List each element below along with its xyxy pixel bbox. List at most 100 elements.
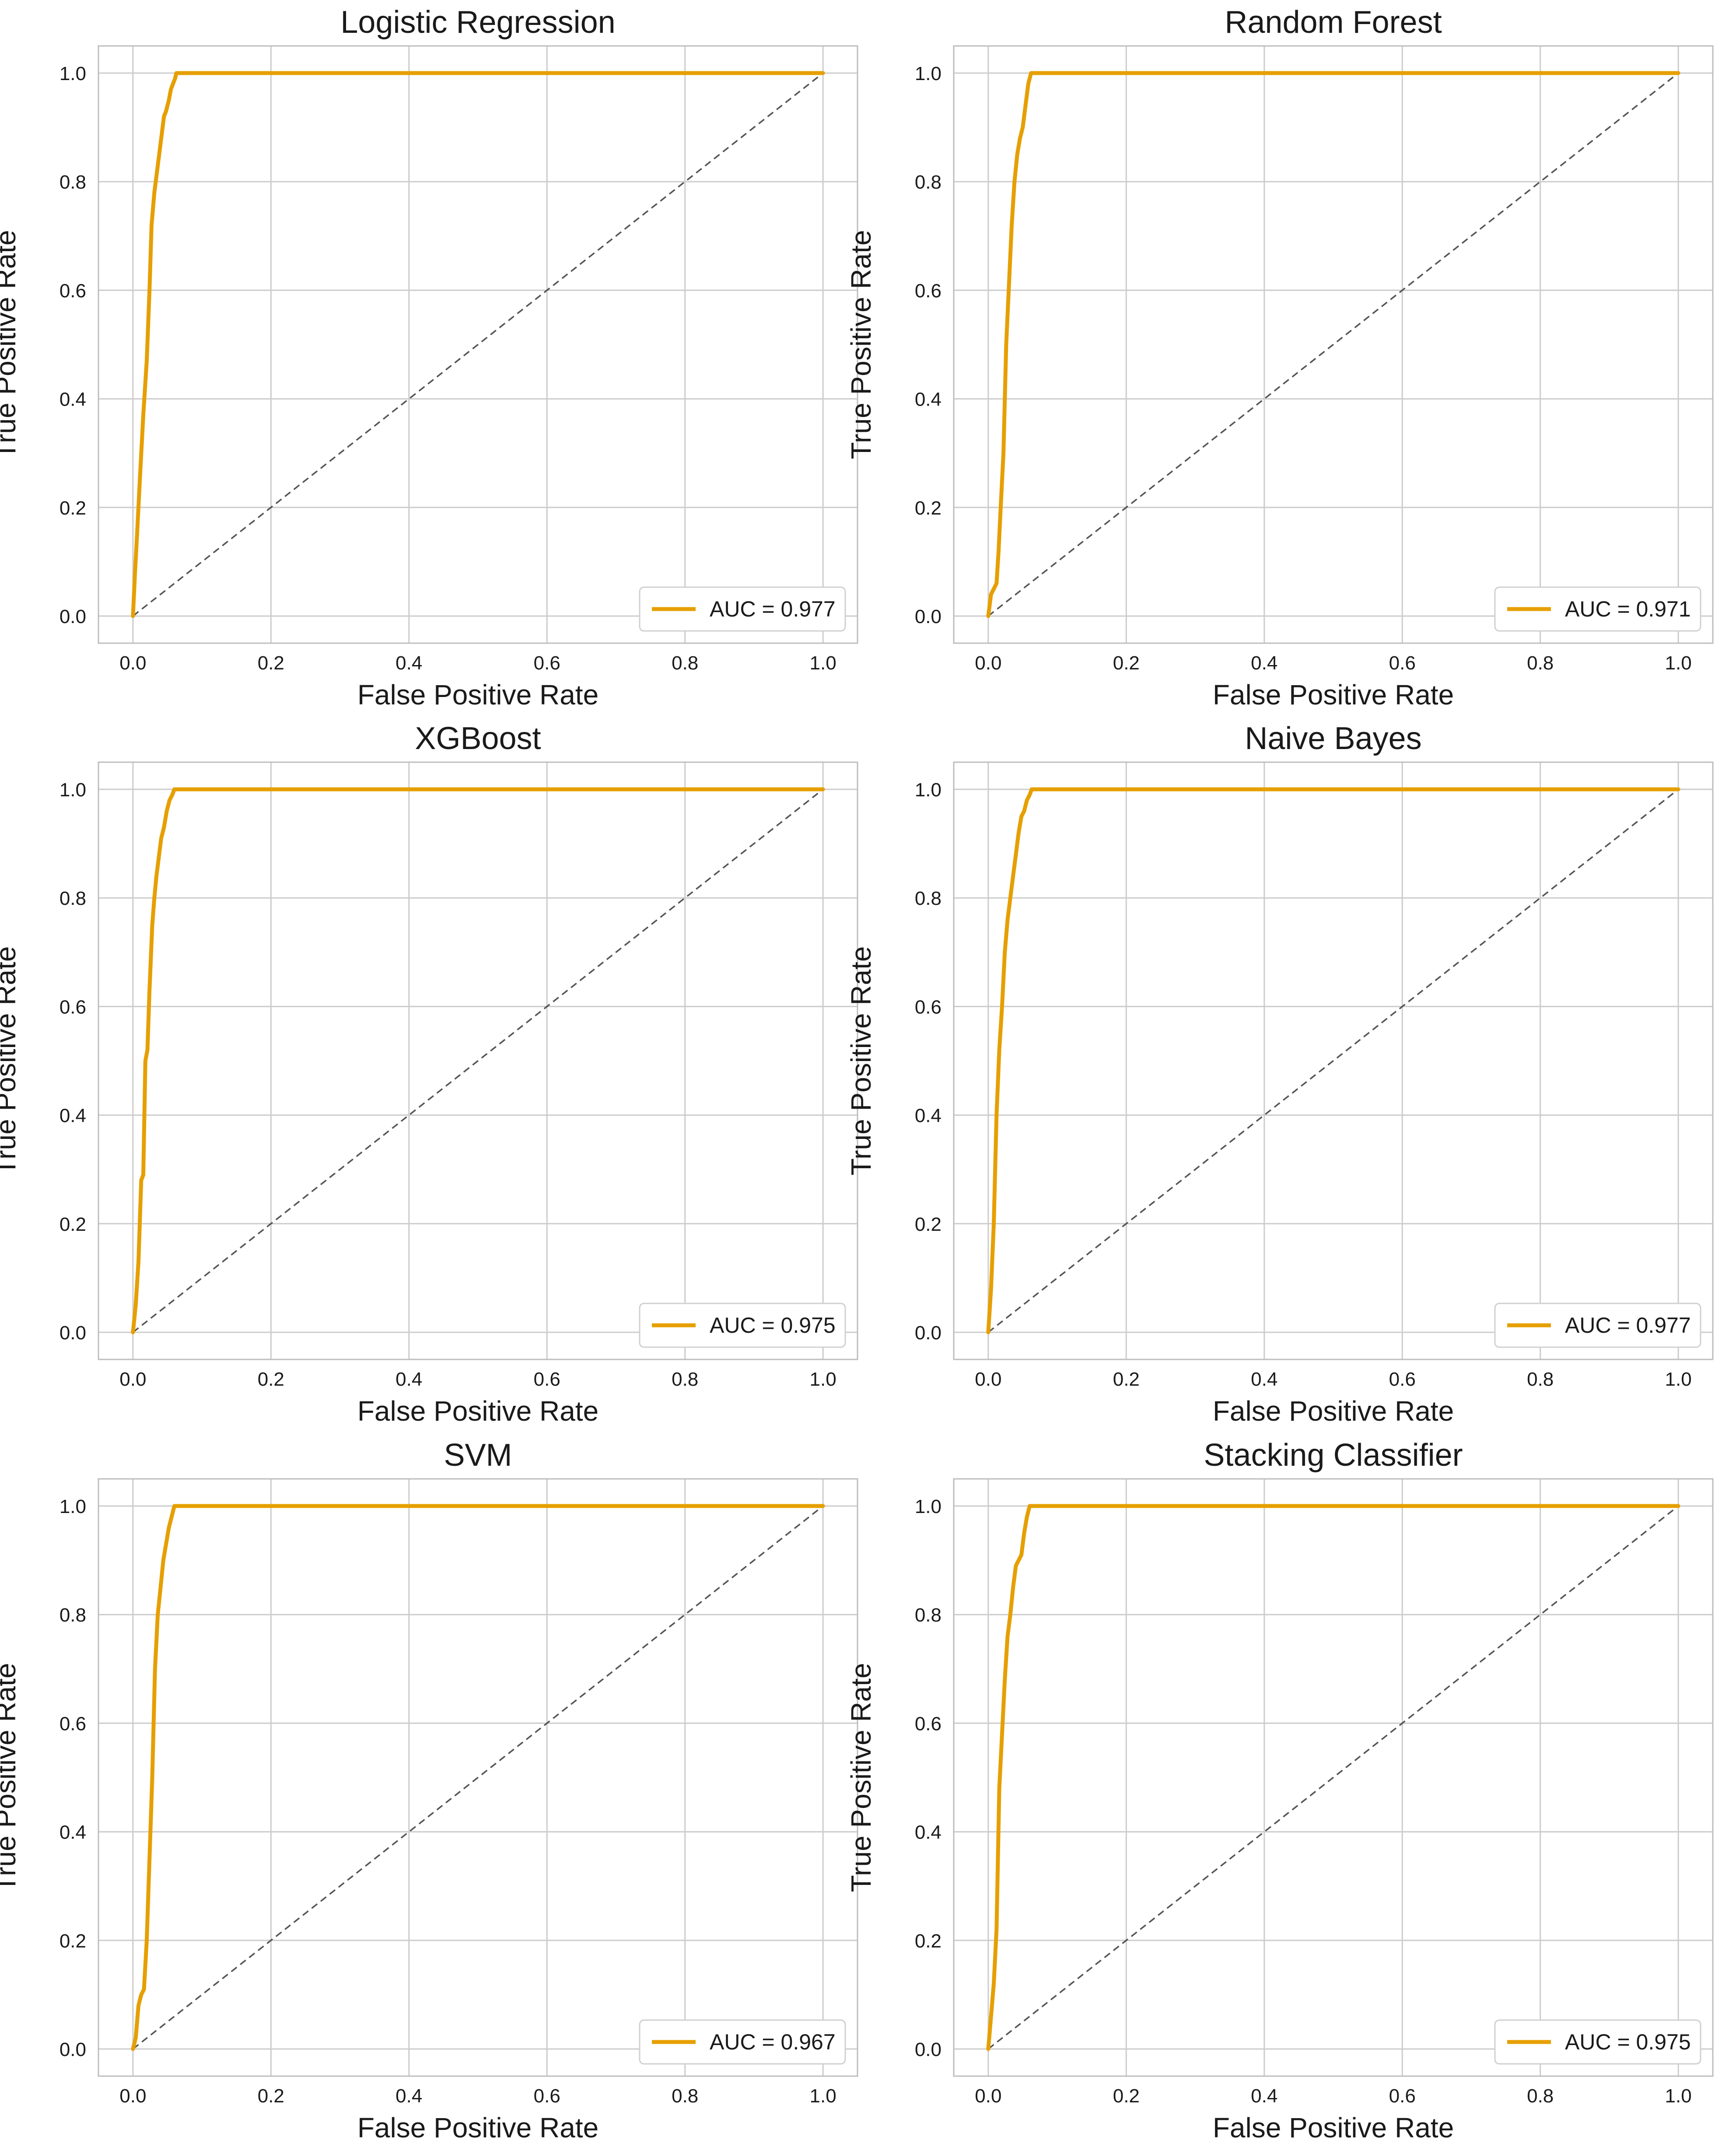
roc-curve-line (131, 71, 825, 618)
y-tick-label: 0.4 (915, 389, 942, 410)
x-tick-label: 1.0 (810, 2085, 836, 2107)
legend-label: AUC = 0.975 (710, 1313, 836, 1338)
x-tick-label: 1.0 (1665, 652, 1692, 674)
y-tick-label: 1.0 (915, 1496, 942, 1517)
x-tick-label: 0.4 (396, 1369, 422, 1390)
plot-frame (953, 1478, 1714, 2077)
legend: AUC = 0.975 (1494, 2019, 1701, 2065)
x-tick-label: 1.0 (1665, 2085, 1692, 2107)
plot-frame (98, 1478, 858, 2077)
legend-box (639, 1303, 846, 1348)
x-tick-label: 0.6 (1389, 652, 1416, 674)
x-tick-label: 0.8 (1527, 2085, 1554, 2107)
x-tick-label: 0.2 (1113, 1369, 1140, 1390)
x-tick-label: 1.0 (810, 1369, 836, 1390)
y-tick-label: 0.2 (60, 1214, 86, 1235)
y-tick-label: 0.6 (915, 280, 942, 301)
x-tick-label: 0.0 (119, 652, 146, 674)
diagonal-reference-line (987, 72, 1679, 617)
y-tick-label: 0.6 (60, 280, 86, 301)
legend-box (1494, 586, 1701, 632)
y-tick-label: 0.2 (915, 497, 942, 519)
y-tick-label: 0.2 (60, 1930, 86, 1952)
legend-label: AUC = 0.967 (710, 2030, 836, 2054)
legend-label: AUC = 0.971 (1565, 597, 1691, 621)
x-tick-label: 0.6 (534, 652, 560, 674)
chart-title: SVM (444, 1438, 512, 1473)
y-tick-label: 0.0 (915, 2039, 942, 2060)
y-tick-label: 0.0 (915, 606, 942, 627)
roc-curve-line (131, 787, 825, 1334)
x-tick-label: 0.2 (258, 652, 284, 674)
x-tick-label: 0.8 (1527, 1369, 1554, 1390)
x-tick-label: 0.0 (975, 1369, 1001, 1390)
chart-panel-3: 0.0 0.2 0.4 0.6 0.8 1.0 0.0 0.2 0.4 0.6 0.8 1.0 XGBo… (0, 721, 858, 1427)
legend: AUC = 0.967 (639, 2019, 846, 2065)
y-axis-label: True Positive Rate (0, 230, 21, 459)
y-tick-label: 0.6 (915, 1713, 942, 1734)
y-axis-label: True Positive Rate (0, 1663, 21, 1892)
roc-curve-line (986, 787, 1680, 1334)
y-tick-label: 0.8 (60, 172, 86, 193)
legend-label: AUC = 0.977 (1565, 1313, 1691, 1338)
y-axis-label: True Positive Rate (845, 946, 877, 1175)
y-tick-label: 0.0 (60, 1322, 86, 1344)
chart-panel-4: 0.0 0.2 0.4 0.6 0.8 1.0 0.0 0.2 0.4 0.6 0.8 1.0 Naiv… (845, 721, 1714, 1427)
legend-box (1494, 1303, 1701, 1348)
legend-box (639, 586, 846, 632)
x-tick-label: 0.8 (672, 2085, 698, 2107)
y-tick-label: 1.0 (60, 1496, 86, 1517)
x-tick-label: 1.0 (1665, 1369, 1692, 1390)
x-tick-label: 0.2 (258, 1369, 284, 1390)
y-tick-label: 0.4 (915, 1822, 942, 1843)
y-tick-label: 0.2 (915, 1214, 942, 1235)
legend-label: AUC = 0.977 (710, 597, 836, 621)
y-tick-label: 0.8 (915, 172, 942, 193)
y-tick-label: 0.4 (60, 1822, 86, 1843)
diagonal-reference-line (132, 72, 824, 617)
x-axis-label: False Positive Rate (357, 1395, 598, 1427)
legend: AUC = 0.975 (639, 1303, 846, 1348)
y-tick-label: 0.8 (60, 1604, 86, 1626)
y-tick-label: 0.2 (60, 497, 86, 519)
y-tick-label: 0.6 (915, 996, 942, 1018)
y-tick-label: 0.2 (915, 1930, 942, 1952)
y-tick-label: 0.6 (60, 996, 86, 1018)
y-axis-label: True Positive Rate (845, 1663, 877, 1892)
y-tick-label: 1.0 (60, 63, 86, 84)
y-tick-label: 1.0 (915, 63, 942, 84)
x-axis-label: False Positive Rate (357, 2112, 598, 2143)
roc-curve-line (131, 1504, 825, 2051)
chart-title: Stacking Classifier (1204, 1438, 1463, 1473)
x-tick-label: 0.6 (534, 1369, 560, 1390)
diagonal-reference-line (132, 1505, 824, 2050)
x-tick-label: 0.4 (1251, 2085, 1278, 2107)
chart-panel-1: 0.0 0.2 0.4 0.6 0.8 1.0 0.0 0.2 0.4 0.6 0.8 1.0 Logi… (0, 5, 858, 711)
legend: AUC = 0.971 (1494, 586, 1701, 632)
roc-curve-line (986, 1504, 1680, 2051)
y-tick-label: 0.4 (915, 1105, 942, 1127)
x-tick-label: 0.4 (396, 2085, 422, 2107)
chart-title: Naive Bayes (1245, 721, 1421, 756)
y-tick-label: 0.4 (60, 389, 86, 410)
x-tick-label: 0.2 (1113, 652, 1140, 674)
chart-title: Logistic Regression (340, 5, 615, 40)
legend-box (639, 2019, 846, 2065)
y-axis-label: True Positive Rate (845, 230, 877, 459)
y-tick-label: 0.0 (60, 2039, 86, 2060)
chart-panel-6: 0.0 0.2 0.4 0.6 0.8 1.0 0.0 0.2 0.4 0.6 0.8 1.0 Stac… (845, 1438, 1714, 2143)
chart-title: Random Forest (1225, 5, 1442, 40)
chart-panel-5: 0.0 0.2 0.4 0.6 0.8 1.0 0.0 0.2 0.4 0.6 0.8 1.0 SVM F… (0, 1438, 858, 2143)
y-axis-label: True Positive Rate (0, 946, 21, 1175)
y-tick-label: 0.0 (60, 606, 86, 627)
diagonal-reference-line (987, 788, 1679, 1333)
legend: AUC = 0.977 (1494, 1303, 1701, 1348)
x-tick-label: 0.6 (1389, 2085, 1416, 2107)
legend: AUC = 0.977 (639, 586, 846, 632)
x-axis-label: False Positive Rate (1213, 679, 1454, 711)
x-tick-label: 0.0 (119, 1369, 146, 1390)
diagonal-reference-line (132, 788, 824, 1333)
x-axis-label: False Positive Rate (1213, 2112, 1454, 2143)
plot-frame (98, 45, 858, 644)
